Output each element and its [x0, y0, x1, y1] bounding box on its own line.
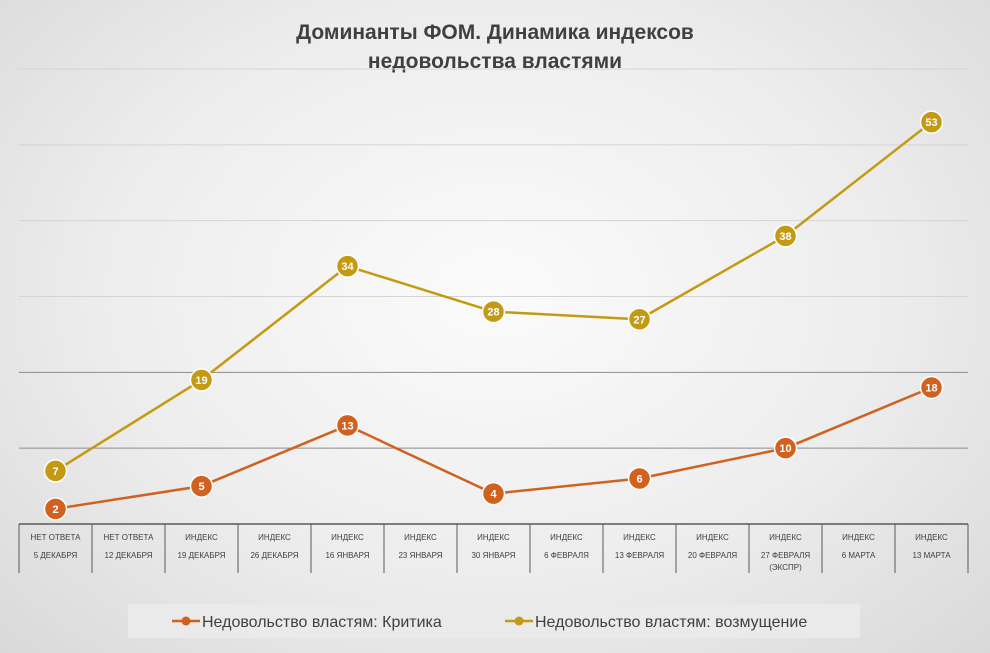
series-layer: 2 5 13 4 6 10 18 7 19 34 28 27 38 53: [43, 110, 944, 521]
x-tick-label: НЕТ ОТВЕТА 12 ДЕКАБРЯ: [104, 533, 155, 560]
x-tick-label: ИНДЕКС 6 МАРТА: [842, 533, 876, 560]
data-point: [43, 459, 68, 483]
data-point: [481, 299, 506, 324]
legend-box: [128, 604, 860, 638]
x-tick-label: ИНДЕКС 13 МАРТА: [912, 533, 951, 560]
chart-title-line-1: Доминанты ФОМ. Динамика индексов: [296, 21, 694, 44]
data-label: 6: [636, 474, 642, 486]
data-label: 7: [52, 466, 58, 478]
x-tick-label: НЕТ ОТВЕТА 5 ДЕКАБРЯ: [31, 533, 82, 560]
data-label: 4: [490, 489, 497, 501]
data-label: 13: [341, 420, 353, 432]
data-point: [773, 224, 798, 248]
x-tick-label: ИНДЕКС 6 ФЕВРАЛЯ: [544, 533, 589, 560]
legend-label-2: Недовольство властям: возмущение: [535, 614, 807, 631]
data-label: 10: [779, 443, 791, 455]
data-label: 38: [779, 231, 791, 243]
gridlines: [19, 68, 968, 449]
data-label: 2: [52, 504, 58, 516]
category-axis: НЕТ ОТВЕТА 5 ДЕКАБРЯ НЕТ ОТВЕТА 12 ДЕКАБРЯ И…: [18, 523, 969, 573]
data-point: [773, 436, 798, 460]
x-tick-label: ИНДЕКС 26 ДЕКАБРЯ: [250, 533, 298, 560]
data-point: [189, 474, 214, 498]
data-label: 28: [487, 307, 499, 319]
data-label: 53: [925, 117, 937, 129]
data-point: [481, 481, 506, 506]
data-label: 18: [925, 383, 937, 395]
data-label: 34: [341, 261, 354, 273]
data-point: [189, 368, 214, 392]
data-label: 19: [195, 375, 207, 387]
legend: Недовольство властям: Критика Недовольств…: [172, 614, 807, 631]
data-point: [919, 375, 944, 400]
data-point: [919, 110, 944, 134]
x-tick-label: ИНДЕКС 30 ЯНВАРЯ: [471, 533, 515, 560]
data-point: [335, 254, 360, 278]
legend-label-1: Недовольство властям: Критика: [202, 614, 442, 631]
legend-marker-1: [181, 616, 191, 626]
data-point: [335, 413, 360, 438]
x-tick-label: ИНДЕКС 23 ЯНВАРЯ: [398, 533, 442, 560]
x-tick-label: ИНДЕКС 16 ЯНВАРЯ: [325, 533, 369, 560]
data-point: [43, 497, 68, 521]
data-label: 5: [198, 481, 204, 493]
legend-marker-2: [514, 616, 524, 626]
data-point: [627, 466, 652, 491]
data-point: [627, 307, 652, 331]
x-tick-label: ИНДЕКС 20 ФЕВРАЛЯ: [688, 533, 737, 560]
x-tick-label: ИНДЕКС 27 ФЕВРАЛЯ (ЭКСПР): [761, 533, 810, 572]
x-tick-label: ИНДЕКС 13 ФЕВРАЛЯ: [615, 533, 664, 560]
x-tick-label: ИНДЕКС 19 ДЕКАБРЯ: [177, 533, 225, 560]
chart-title-line-2: недовольства властями: [368, 50, 622, 73]
data-label: 27: [633, 314, 645, 326]
